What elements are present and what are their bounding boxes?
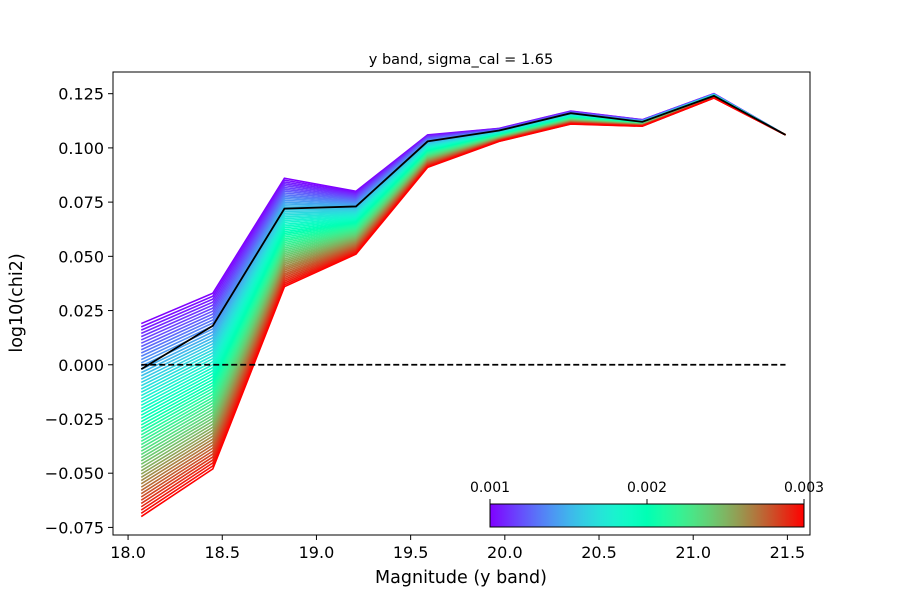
- colorbar-bar: [489, 503, 805, 528]
- x-tick-label: 21.0: [675, 543, 711, 562]
- plot-frame: [112, 71, 811, 536]
- colorbar-tick-label: 0.003: [784, 480, 824, 496]
- x-tick-label: 19.5: [393, 543, 429, 562]
- reference-layer: [140, 94, 786, 370]
- y-tick-label: 0.050: [58, 247, 104, 266]
- y-axis-label: log10(chi2): [7, 253, 27, 352]
- series-line: [140, 97, 786, 518]
- colorbar-tick-label: 0.001: [470, 480, 510, 496]
- y-tick-label: −0.050: [45, 464, 104, 483]
- x-tick-label: 20.0: [487, 543, 523, 562]
- y-tick-label: 0.075: [58, 193, 104, 212]
- x-tick-label: 20.5: [581, 543, 617, 562]
- y-tick-label: 0.025: [58, 302, 104, 321]
- chart-title: y band, sigma_cal = 1.65: [369, 52, 553, 68]
- x-tick-label: 18.0: [110, 543, 146, 562]
- y-tick-label: 0.125: [58, 85, 104, 104]
- colorbar: 0.001 0.002 0.003: [470, 480, 824, 528]
- x-axis: 18.0 18.5 19.0 19.5 20.0 20.5 21.0 21.5: [110, 535, 805, 562]
- colorbar-ticks: 0.001 0.002 0.003: [470, 480, 824, 504]
- plot-area: [140, 92, 786, 518]
- x-tick-label: 18.5: [204, 543, 240, 562]
- y-tick-label: 0.100: [58, 139, 104, 158]
- x-tick-label: 21.5: [770, 543, 806, 562]
- y-tick-label: 0.000: [58, 356, 104, 375]
- x-axis-label: Magnitude (y band): [375, 568, 547, 588]
- y-tick-label: −0.075: [45, 518, 104, 537]
- x-tick-label: 19.0: [299, 543, 335, 562]
- colorbar-tick-label: 0.002: [627, 480, 667, 496]
- y-tick-label: −0.025: [45, 410, 104, 429]
- reference-series-line: [140, 94, 786, 370]
- y-axis: −0.075 −0.050 −0.025 0.000 0.025 0.050 0.075 0.…: [45, 85, 113, 537]
